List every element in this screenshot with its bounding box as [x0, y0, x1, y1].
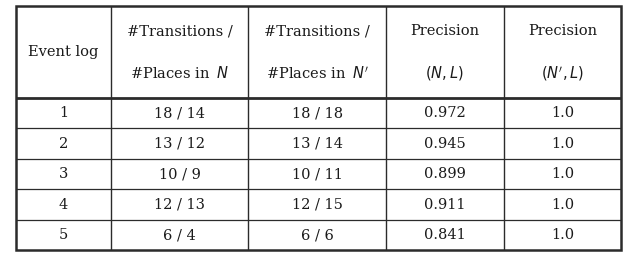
Text: 0.972: 0.972: [424, 106, 466, 120]
Text: $(N', L)$: $(N', L)$: [541, 64, 584, 83]
Text: 18 / 14: 18 / 14: [154, 106, 205, 120]
Text: 12 / 15: 12 / 15: [292, 198, 342, 212]
Text: 3: 3: [59, 167, 68, 181]
Text: 1: 1: [59, 106, 68, 120]
Text: 0.911: 0.911: [424, 198, 465, 212]
Text: 13 / 12: 13 / 12: [154, 137, 205, 151]
Text: Precision: Precision: [528, 24, 597, 38]
Text: #Transitions /: #Transitions /: [127, 24, 232, 38]
Text: 1.0: 1.0: [551, 137, 574, 151]
Text: 1.0: 1.0: [551, 167, 574, 181]
Text: 18 / 18: 18 / 18: [292, 106, 342, 120]
Text: #Places in  $N$: #Places in $N$: [130, 65, 229, 81]
Text: 13 / 14: 13 / 14: [292, 137, 342, 151]
Text: $(N, L)$: $(N, L)$: [426, 64, 464, 82]
Text: 0.899: 0.899: [424, 167, 466, 181]
Text: 0.945: 0.945: [424, 137, 466, 151]
Text: 5: 5: [59, 228, 68, 242]
Text: 1.0: 1.0: [551, 106, 574, 120]
Text: 6 / 4: 6 / 4: [163, 228, 196, 242]
Text: 1.0: 1.0: [551, 198, 574, 212]
Text: 10 / 11: 10 / 11: [292, 167, 342, 181]
Text: #Places in  $N'$: #Places in $N'$: [266, 65, 369, 82]
Text: Event log: Event log: [28, 45, 99, 59]
Text: 12 / 13: 12 / 13: [154, 198, 205, 212]
Text: 10 / 9: 10 / 9: [159, 167, 200, 181]
Text: 1.0: 1.0: [551, 228, 574, 242]
Text: 6 / 6: 6 / 6: [301, 228, 333, 242]
Text: Precision: Precision: [410, 24, 479, 38]
Text: 4: 4: [59, 198, 68, 212]
Text: #Transitions /: #Transitions /: [264, 24, 370, 38]
Text: 0.841: 0.841: [424, 228, 466, 242]
Text: 2: 2: [59, 137, 68, 151]
